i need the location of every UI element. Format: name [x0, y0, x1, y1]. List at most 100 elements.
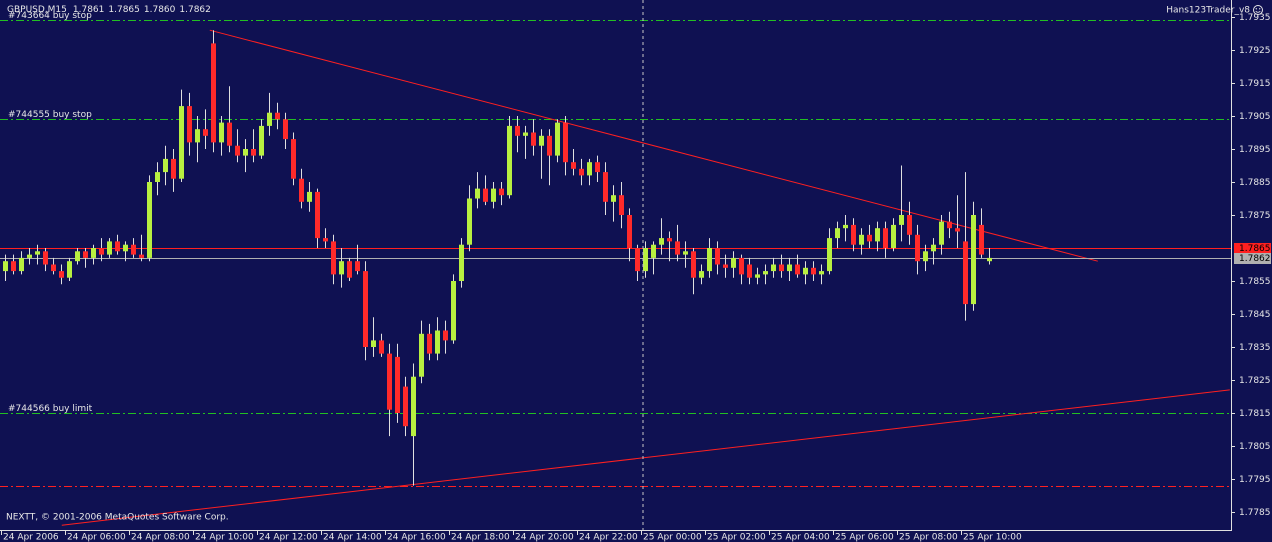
candle-body-up	[91, 248, 96, 258]
candle-body-up	[843, 224, 848, 229]
indicator-name: Hans123Trader_v8	[1166, 6, 1250, 16]
candle-body-up	[467, 198, 472, 245]
copyright: NEXTT, © 2001-2006 MetaQuotes Software C…	[6, 513, 229, 523]
candle-body-down	[963, 241, 968, 305]
x-tick-label: 25 Apr 10:00	[963, 533, 1022, 542]
candle-body-down	[331, 241, 336, 275]
candle-body-up	[731, 257, 736, 268]
y-tick-label: 1.7785	[1239, 508, 1271, 518]
candle-body-up	[419, 333, 424, 377]
candle-body-up	[923, 251, 928, 262]
candle-body-down	[795, 264, 800, 275]
candle-body-up	[523, 132, 528, 136]
candle-body-up	[699, 271, 704, 278]
candle-body-up	[107, 241, 112, 255]
candle-body-up	[19, 257, 24, 272]
x-tick-label: 24 Apr 06:00	[67, 533, 126, 542]
candle-body-up	[411, 376, 416, 437]
candle-body-down	[203, 129, 208, 136]
candle-body-up	[339, 261, 344, 275]
candle-body-down	[99, 248, 104, 255]
candle-body-up	[891, 224, 896, 248]
candle-body-up	[475, 188, 480, 199]
candle-body-down	[379, 340, 384, 354]
candle-body-down	[131, 244, 136, 255]
candle-body-down	[83, 251, 88, 258]
x-tick-label: 24 Apr 18:00	[451, 533, 510, 542]
candle-body-up	[835, 228, 840, 239]
candle-body-up	[179, 106, 184, 179]
candle-body-down	[531, 132, 536, 146]
candle-body-down	[635, 248, 640, 272]
y-tick-label: 1.7815	[1239, 409, 1271, 419]
candle-body-up	[659, 238, 664, 245]
candle-body-down	[547, 135, 552, 156]
candle-body-up	[787, 264, 792, 272]
candle-body-down	[347, 261, 352, 278]
x-tick-label: 24 Apr 22:00	[579, 533, 638, 542]
x-tick-label: 24 Apr 16:00	[387, 533, 446, 542]
candle-body-up	[27, 254, 32, 258]
candle-body-down	[251, 149, 256, 156]
x-tick-label: 25 Apr 06:00	[835, 533, 894, 542]
candle-body-down	[603, 172, 608, 202]
candle-body-up	[491, 188, 496, 202]
candle-body-down	[43, 251, 48, 265]
header-high: 1.7865	[108, 5, 140, 15]
candle-body-down	[947, 221, 952, 229]
candle-body-up	[587, 162, 592, 176]
y-tick-label: 1.7825	[1239, 376, 1271, 386]
candle-body-up	[707, 248, 712, 272]
candle-body-down	[483, 188, 488, 202]
y-tick-label: 1.7805	[1239, 442, 1271, 452]
x-tick-label: 25 Apr 04:00	[771, 533, 830, 542]
y-tick-label: 1.7895	[1239, 145, 1271, 155]
x-tick-label: 24 Apr 20:00	[515, 533, 574, 542]
candle-body-down	[915, 234, 920, 262]
candle-body-up	[195, 129, 200, 143]
candle-body-up	[451, 281, 456, 341]
candle-body-down	[323, 238, 328, 242]
candle-body-down	[595, 162, 600, 173]
candle-body-down	[59, 271, 64, 278]
candle-body-up	[931, 244, 936, 252]
candle-body-down	[811, 267, 816, 275]
candle-body-down	[227, 122, 232, 146]
candle-body-down	[139, 254, 144, 258]
candle-body-up	[459, 244, 464, 281]
candle-body-down	[715, 248, 720, 265]
candle-body-up	[939, 221, 944, 245]
candle-body-up	[755, 274, 760, 278]
candle-body-up	[67, 261, 72, 278]
candle-body-up	[611, 195, 616, 202]
candle-body-down	[355, 261, 360, 272]
candle-body-down	[395, 356, 400, 413]
candle-body-down	[979, 224, 984, 255]
y-tick-label: 1.7885	[1239, 178, 1271, 188]
candle-body-down	[171, 158, 176, 179]
candle-body-down	[403, 386, 408, 427]
plot-area: #743664 buy stop #744555 buy stop #744566 …	[0, 11, 1231, 526]
candle-body-up	[371, 340, 376, 347]
candle-body-down	[867, 234, 872, 242]
candle-body-up	[75, 251, 80, 262]
y-tick-label: 1.7925	[1239, 46, 1271, 56]
candle-body-down	[51, 264, 56, 272]
x-tick-label: 25 Apr 02:00	[707, 533, 766, 542]
candle-body-down	[571, 162, 576, 169]
price-label-box	[1234, 253, 1271, 264]
candle-body-down	[667, 238, 672, 242]
header-close: 1.7862	[179, 5, 211, 15]
candle-body-down	[779, 264, 784, 272]
candle-body-up	[307, 191, 312, 202]
candle-body-down	[11, 261, 16, 272]
x-tick-label: 24 Apr 2006	[3, 533, 59, 542]
candle-body-down	[627, 215, 632, 248]
candle-body-down	[291, 139, 296, 179]
x-tick-label: 24 Apr 10:00	[195, 533, 254, 542]
candle-body-up	[259, 125, 264, 156]
candle-body-up	[35, 251, 40, 255]
y-tick-label: 1.7845	[1239, 310, 1271, 320]
header-open: 1.7861	[73, 5, 105, 15]
